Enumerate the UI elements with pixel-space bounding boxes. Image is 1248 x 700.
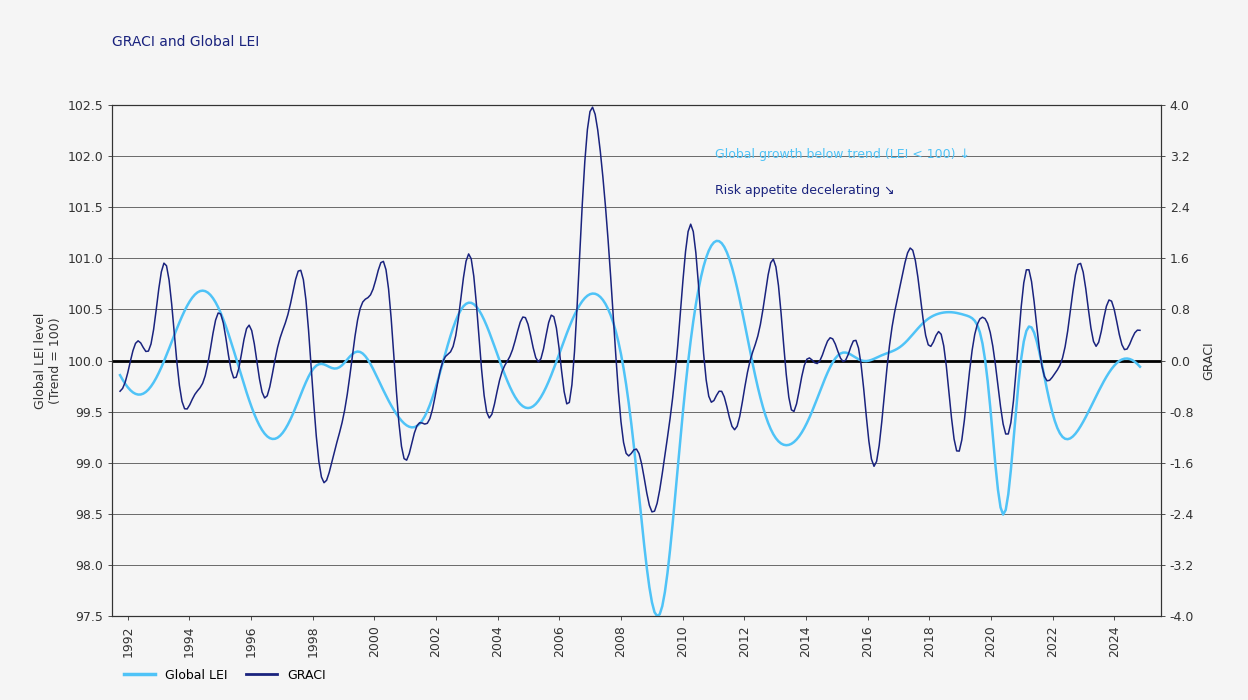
Line: GRACI: GRACI — [120, 107, 1139, 512]
GRACI — [180, 405, 195, 413]
Text: Global growth below trend (LEI < 100) ↓: Global growth below trend (LEI < 100) ↓ — [715, 148, 970, 162]
Global LEI — [112, 371, 127, 379]
Global LEI — [458, 300, 473, 308]
GRACI — [458, 257, 473, 265]
GRACI — [854, 360, 869, 369]
Global LEI — [854, 356, 869, 365]
Global LEI — [1132, 363, 1147, 371]
GRACI — [484, 410, 499, 419]
Global LEI — [180, 302, 195, 310]
GRACI — [112, 387, 127, 395]
GRACI — [644, 508, 659, 516]
Y-axis label: GRACI: GRACI — [1203, 341, 1216, 380]
Global LEI — [1114, 356, 1129, 364]
Line: Global LEI: Global LEI — [120, 241, 1139, 616]
Global LEI — [650, 612, 665, 620]
GRACI — [1114, 340, 1129, 349]
Text: GRACI and Global LEI: GRACI and Global LEI — [112, 35, 260, 49]
Legend: Global LEI, GRACI: Global LEI, GRACI — [119, 664, 331, 687]
Global LEI — [484, 335, 499, 343]
Y-axis label: Global LEI level
(Trend = 100): Global LEI level (Trend = 100) — [34, 312, 62, 409]
GRACI — [986, 342, 1001, 351]
GRACI — [1132, 326, 1147, 335]
Text: Risk appetite decelerating ↘: Risk appetite decelerating ↘ — [715, 184, 895, 197]
Global LEI — [709, 237, 724, 245]
Global LEI — [986, 432, 1001, 440]
GRACI — [585, 103, 600, 111]
